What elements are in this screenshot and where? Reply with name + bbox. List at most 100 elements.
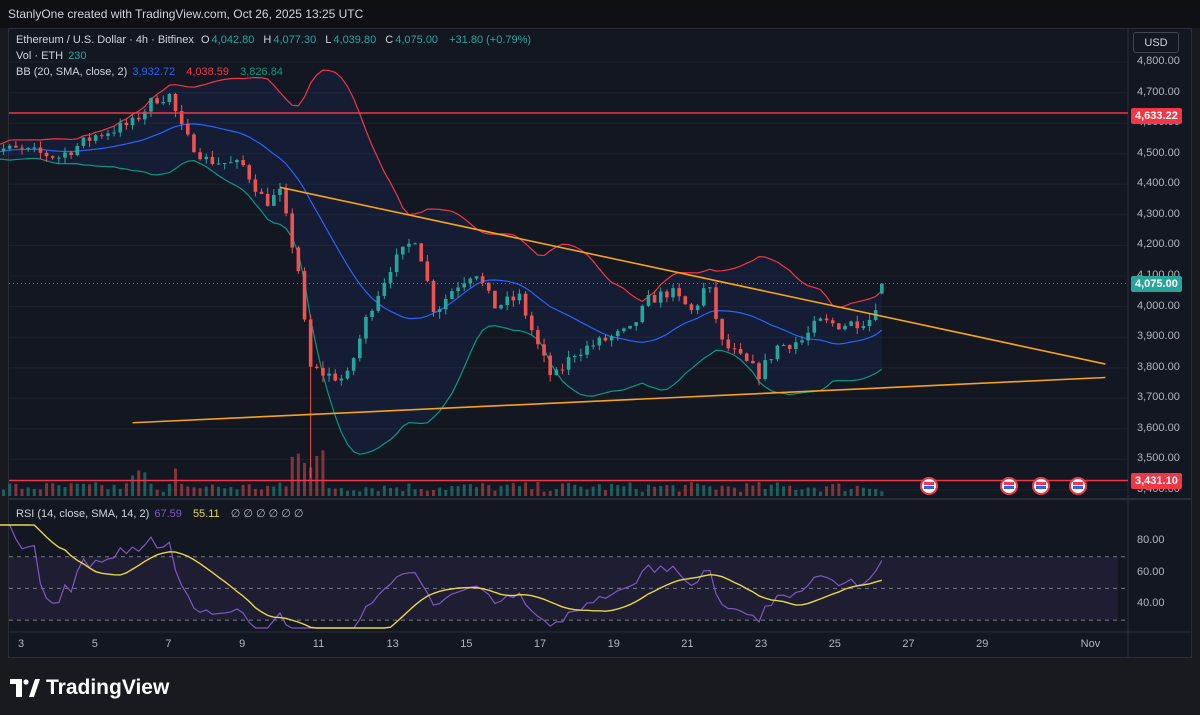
- candle-body[interactable]: [726, 339, 731, 349]
- candle-body[interactable]: [615, 331, 620, 337]
- candle-body[interactable]: [186, 124, 190, 135]
- candle-body[interactable]: [450, 291, 454, 299]
- candle-body[interactable]: [20, 147, 24, 149]
- candle-body[interactable]: [179, 111, 184, 125]
- candle-body[interactable]: [769, 359, 774, 361]
- candle-body[interactable]: [867, 319, 872, 327]
- candle-body[interactable]: [400, 246, 405, 255]
- candle-body[interactable]: [474, 276, 479, 279]
- candle-body[interactable]: [278, 188, 282, 195]
- candle-body[interactable]: [69, 152, 73, 156]
- candle-body[interactable]: [880, 283, 884, 294]
- candle-body[interactable]: [658, 291, 663, 303]
- candle-body[interactable]: [259, 191, 264, 194]
- candle-body[interactable]: [695, 305, 700, 311]
- pane-separator[interactable]: [9, 498, 1192, 500]
- candle-body[interactable]: [579, 354, 583, 357]
- candle-body[interactable]: [493, 290, 497, 309]
- candle-body[interactable]: [511, 296, 516, 301]
- candle-body[interactable]: [247, 165, 252, 180]
- candle-body[interactable]: [198, 152, 202, 160]
- candle-body[interactable]: [93, 135, 98, 141]
- candle-body[interactable]: [738, 348, 743, 354]
- candle-body[interactable]: [837, 323, 841, 330]
- candle-body[interactable]: [81, 137, 86, 146]
- candle-body[interactable]: [787, 345, 792, 349]
- candle-body[interactable]: [155, 98, 159, 104]
- candle-body[interactable]: [456, 287, 460, 292]
- candle-body[interactable]: [44, 152, 49, 157]
- candle-body[interactable]: [7, 145, 12, 149]
- candle-body[interactable]: [75, 145, 80, 156]
- candle-body[interactable]: [818, 318, 823, 321]
- candle-body[interactable]: [382, 282, 387, 296]
- candle-body[interactable]: [714, 287, 718, 319]
- candle-body[interactable]: [26, 147, 30, 149]
- candle-body[interactable]: [523, 293, 528, 316]
- candle-body[interactable]: [118, 122, 123, 133]
- candle-body[interactable]: [757, 363, 761, 380]
- candle-body[interactable]: [364, 317, 368, 339]
- candle-body[interactable]: [419, 243, 424, 262]
- bb-legend[interactable]: BB (20, SMA, close, 2) 3,932.72 4,038.59…: [16, 65, 289, 79]
- candle-body[interactable]: [413, 243, 417, 245]
- candle-body[interactable]: [210, 156, 215, 165]
- candle-body[interactable]: [622, 328, 626, 332]
- candle-body[interactable]: [683, 296, 688, 305]
- candle-body[interactable]: [855, 321, 860, 329]
- candle-body[interactable]: [106, 133, 110, 136]
- candle-body[interactable]: [308, 319, 313, 367]
- candle-body[interactable]: [499, 305, 503, 309]
- candle-body[interactable]: [204, 156, 209, 160]
- candle-body[interactable]: [222, 163, 227, 165]
- candle-body[interactable]: [1, 148, 6, 151]
- candle-body[interactable]: [173, 94, 178, 112]
- candle-body[interactable]: [431, 280, 436, 313]
- candle-body[interactable]: [628, 325, 632, 329]
- candle-body[interactable]: [57, 157, 61, 159]
- candle-body[interactable]: [677, 288, 681, 297]
- candle-body[interactable]: [480, 276, 485, 283]
- candle-body[interactable]: [333, 373, 338, 381]
- candle-body[interactable]: [861, 326, 866, 329]
- candle-body[interactable]: [462, 283, 466, 288]
- candle-body[interactable]: [597, 337, 602, 346]
- rsi-legend[interactable]: RSI (14, close, SMA, 14, 2) 67.59 55.11 …: [16, 507, 310, 521]
- candle-body[interactable]: [407, 243, 411, 247]
- candle-body[interactable]: [486, 282, 491, 291]
- candle-body[interactable]: [732, 348, 737, 350]
- candle-body[interactable]: [241, 160, 245, 166]
- candle-body[interactable]: [781, 345, 786, 347]
- candle-body[interactable]: [794, 342, 798, 349]
- candle-body[interactable]: [603, 337, 608, 341]
- candle-body[interactable]: [572, 356, 577, 358]
- volume-legend[interactable]: Vol · ETH 230: [16, 49, 93, 63]
- candle-body[interactable]: [425, 261, 430, 281]
- candle-body[interactable]: [124, 122, 129, 125]
- candle-body[interactable]: [357, 338, 362, 359]
- candle-body[interactable]: [216, 163, 221, 165]
- candle-body[interactable]: [50, 156, 55, 158]
- candle-body[interactable]: [229, 162, 233, 164]
- candle-body[interactable]: [591, 345, 595, 347]
- candle-body[interactable]: [529, 315, 534, 331]
- candle-body[interactable]: [327, 373, 331, 376]
- candle-body[interactable]: [548, 355, 552, 376]
- candle-body[interactable]: [149, 98, 153, 112]
- ascending-trendline[interactable]: [132, 376, 1106, 424]
- candle-body[interactable]: [812, 320, 817, 333]
- candle-body[interactable]: [671, 288, 675, 298]
- candle-body[interactable]: [646, 294, 651, 306]
- candle-body[interactable]: [443, 298, 448, 310]
- candle-body[interactable]: [751, 360, 755, 364]
- candle-body[interactable]: [290, 213, 295, 248]
- candle-body[interactable]: [272, 194, 276, 206]
- candle-body[interactable]: [566, 357, 571, 370]
- candle-body[interactable]: [744, 353, 749, 361]
- candle-body[interactable]: [824, 318, 829, 321]
- candle-body[interactable]: [517, 293, 522, 301]
- candle-body[interactable]: [640, 305, 645, 323]
- candle-body[interactable]: [652, 294, 657, 303]
- candle-body[interactable]: [609, 336, 614, 341]
- candle-body[interactable]: [161, 102, 166, 104]
